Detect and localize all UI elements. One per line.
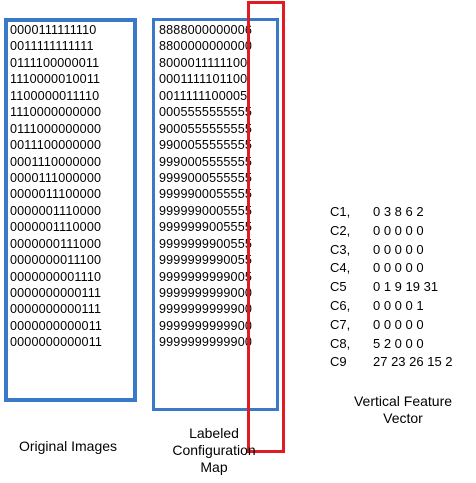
original-images-grid: 0000111111110 0011111111111 0111100000011 1… [10,22,102,351]
binary-row: 0000111111110 [10,23,97,37]
label-row: 9999999999005 [159,269,253,284]
label-row: 8888000000006 [159,23,253,37]
label-row: 9990005555555 [159,154,253,169]
feature-row: C6, 0 0 0 0 1 [330,297,453,316]
feature-row-label: C5 [330,279,347,295]
labeled-map-caption-line: Map [200,459,228,475]
feature-row-values: 0 0 0 0 0 [373,222,424,238]
labeled-map-grid: 8888000000006 8800000000000 8000011111100 0… [159,22,252,351]
feature-row-label: C9 [330,354,347,370]
binary-row: 0011100000000 [10,138,102,153]
feature-row: C5 0 1 9 19 31 [330,278,453,297]
label-row: 0001111101100 [159,72,248,87]
labeled-map-caption-line: Configuration [172,442,256,458]
binary-row: 0000001110000 [10,203,102,218]
binary-row: 0111000000000 [10,121,102,136]
vertical-feature-vector-table: C1, 0 3 8 6 2 C2, 0 0 0 0 0 C3, 0 0 0 0 0 C4, 0… [330,203,453,372]
label-row: 8800000000000 [159,39,253,54]
label-row: 9999999999900 [159,318,253,333]
feature-row-values: 5 2 0 0 0 [373,335,424,351]
label-row: 9999000555555 [159,170,253,185]
feature-row-label: C1, [330,204,351,219]
feature-vector-caption-line: Vertical Feature [353,393,453,409]
binary-row: 0000000000111 [10,286,102,300]
binary-row: 0000000000111 [10,302,102,317]
original-images-caption: Original Images [18,438,118,454]
labeled-map-caption: Labeled Configuration Map [164,425,264,476]
feature-row-label: C2, [330,222,351,238]
label-row: 8000011111100 [159,55,248,70]
feature-row-values: 0 0 0 0 0 [373,316,424,332]
label-row: 9900055555555 [159,138,253,153]
label-row: 0011111100005 [159,88,248,103]
feature-vector-caption: Vertical Feature Vector [338,393,468,427]
feature-row-values: 0 0 0 0 0 [373,260,424,276]
feature-row-values: 0 3 8 6 2 [373,204,424,219]
binary-row: 0001110000000 [10,154,102,169]
binary-row: 0000000001110 [10,269,102,284]
binary-row: 0000000111000 [10,236,102,251]
label-row: 9999999999900 [159,302,253,317]
label-row: 9999900055555 [159,187,253,202]
binary-row: 1110000000000 [10,105,102,120]
highlight-column-frame [247,1,285,453]
feature-row-label: C7, [330,316,351,332]
feature-row-label: C8, [330,335,351,351]
labeled-map-caption-line: Labeled [189,425,239,441]
feature-row-values: 27 23 26 15 2 [373,354,453,370]
binary-row: 0000001110000 [10,220,102,235]
labeled-map-frame [152,18,279,411]
binary-row: 0000000000011 [10,335,103,350]
label-row: 9999999999900 [159,335,253,350]
binary-row: 0000011100000 [10,187,102,202]
original-images-frame [4,18,137,402]
binary-row: 0111100000011 [10,55,100,70]
feature-vector-caption-line: Vector [383,410,423,426]
feature-row: C8, 5 2 0 0 0 [330,335,453,354]
binary-row: 0011111111111 [10,39,94,54]
binary-row: 1100000011110 [10,88,100,103]
feature-row-label: C6, [330,297,351,313]
feature-row: C3, 0 0 0 0 0 [330,241,453,260]
feature-row: C9 27 23 26 15 2 [330,353,453,372]
binary-row: 0000000000011 [10,318,103,333]
label-row: 9000555555555 [159,121,253,136]
label-row: 0005555555555 [159,105,253,120]
binary-row: 1110000010011 [10,72,101,87]
feature-row: C4, 0 0 0 0 0 [330,259,453,278]
feature-row-values: 0 0 0 0 1 [373,297,424,313]
feature-row: C2, 0 0 0 0 0 [330,222,453,241]
feature-row-values: 0 1 9 19 31 [373,279,439,295]
label-row: 9999999990055 [159,253,253,268]
label-row: 9999999005555 [159,220,253,235]
feature-row-label: C3, [330,241,351,257]
binary-row: 0000000011100 [10,253,102,268]
feature-row-label: C4, [330,260,351,276]
label-row: 9999999900555 [159,236,253,251]
label-row: 9999999999000 [159,286,253,300]
feature-row: C7, 0 0 0 0 0 [330,316,453,335]
binary-row: 0000111000000 [10,170,102,185]
feature-row-values: 0 0 0 0 0 [373,241,424,257]
feature-row: C1, 0 3 8 6 2 [330,203,453,222]
label-row: 9999990005555 [159,203,253,218]
